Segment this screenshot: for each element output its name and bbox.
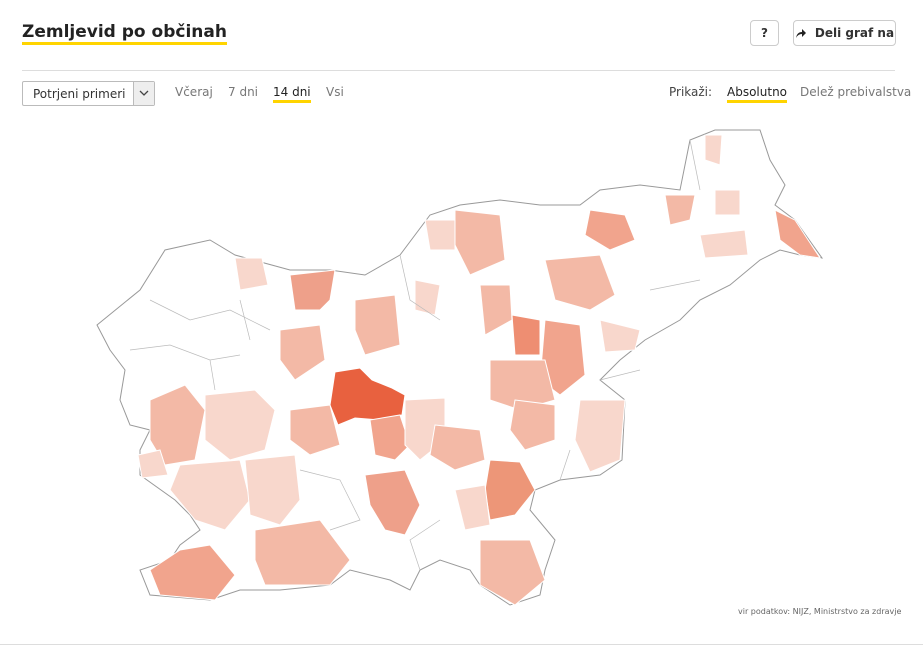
title: Zemljevid po občinah: [22, 22, 227, 45]
municipalities: [137, 134, 822, 606]
map: [96, 129, 824, 606]
country-outline: [96, 129, 824, 606]
period-tab[interactable]: Vsi: [326, 85, 344, 99]
share-icon: [795, 29, 806, 38]
help-button[interactable]: ?: [750, 20, 779, 46]
dropdown-arrow: [133, 82, 154, 105]
period-tab[interactable]: Včeraj: [175, 85, 213, 99]
source-note: vir podatkov: NIJZ, Ministrstvo za zdrav…: [738, 607, 902, 616]
dropdown-label: Potrjeni primeri: [33, 87, 126, 101]
period-tab[interactable]: 14 dni: [273, 85, 311, 103]
metric-dropdown[interactable]: Potrjeni primeri: [22, 81, 155, 106]
period-tab[interactable]: 7 dni: [228, 85, 259, 99]
share-button[interactable]: Deli graf na: [793, 20, 896, 46]
display-option[interactable]: Delež prebivalstva: [800, 85, 912, 99]
municipality-borders: [129, 139, 701, 571]
bottom-border: [0, 644, 923, 645]
display-option[interactable]: Absolutno: [727, 85, 788, 103]
display-label: Prikaži:: [669, 85, 713, 99]
divider: [22, 70, 895, 71]
share-label: Deli graf na: [814, 26, 895, 40]
